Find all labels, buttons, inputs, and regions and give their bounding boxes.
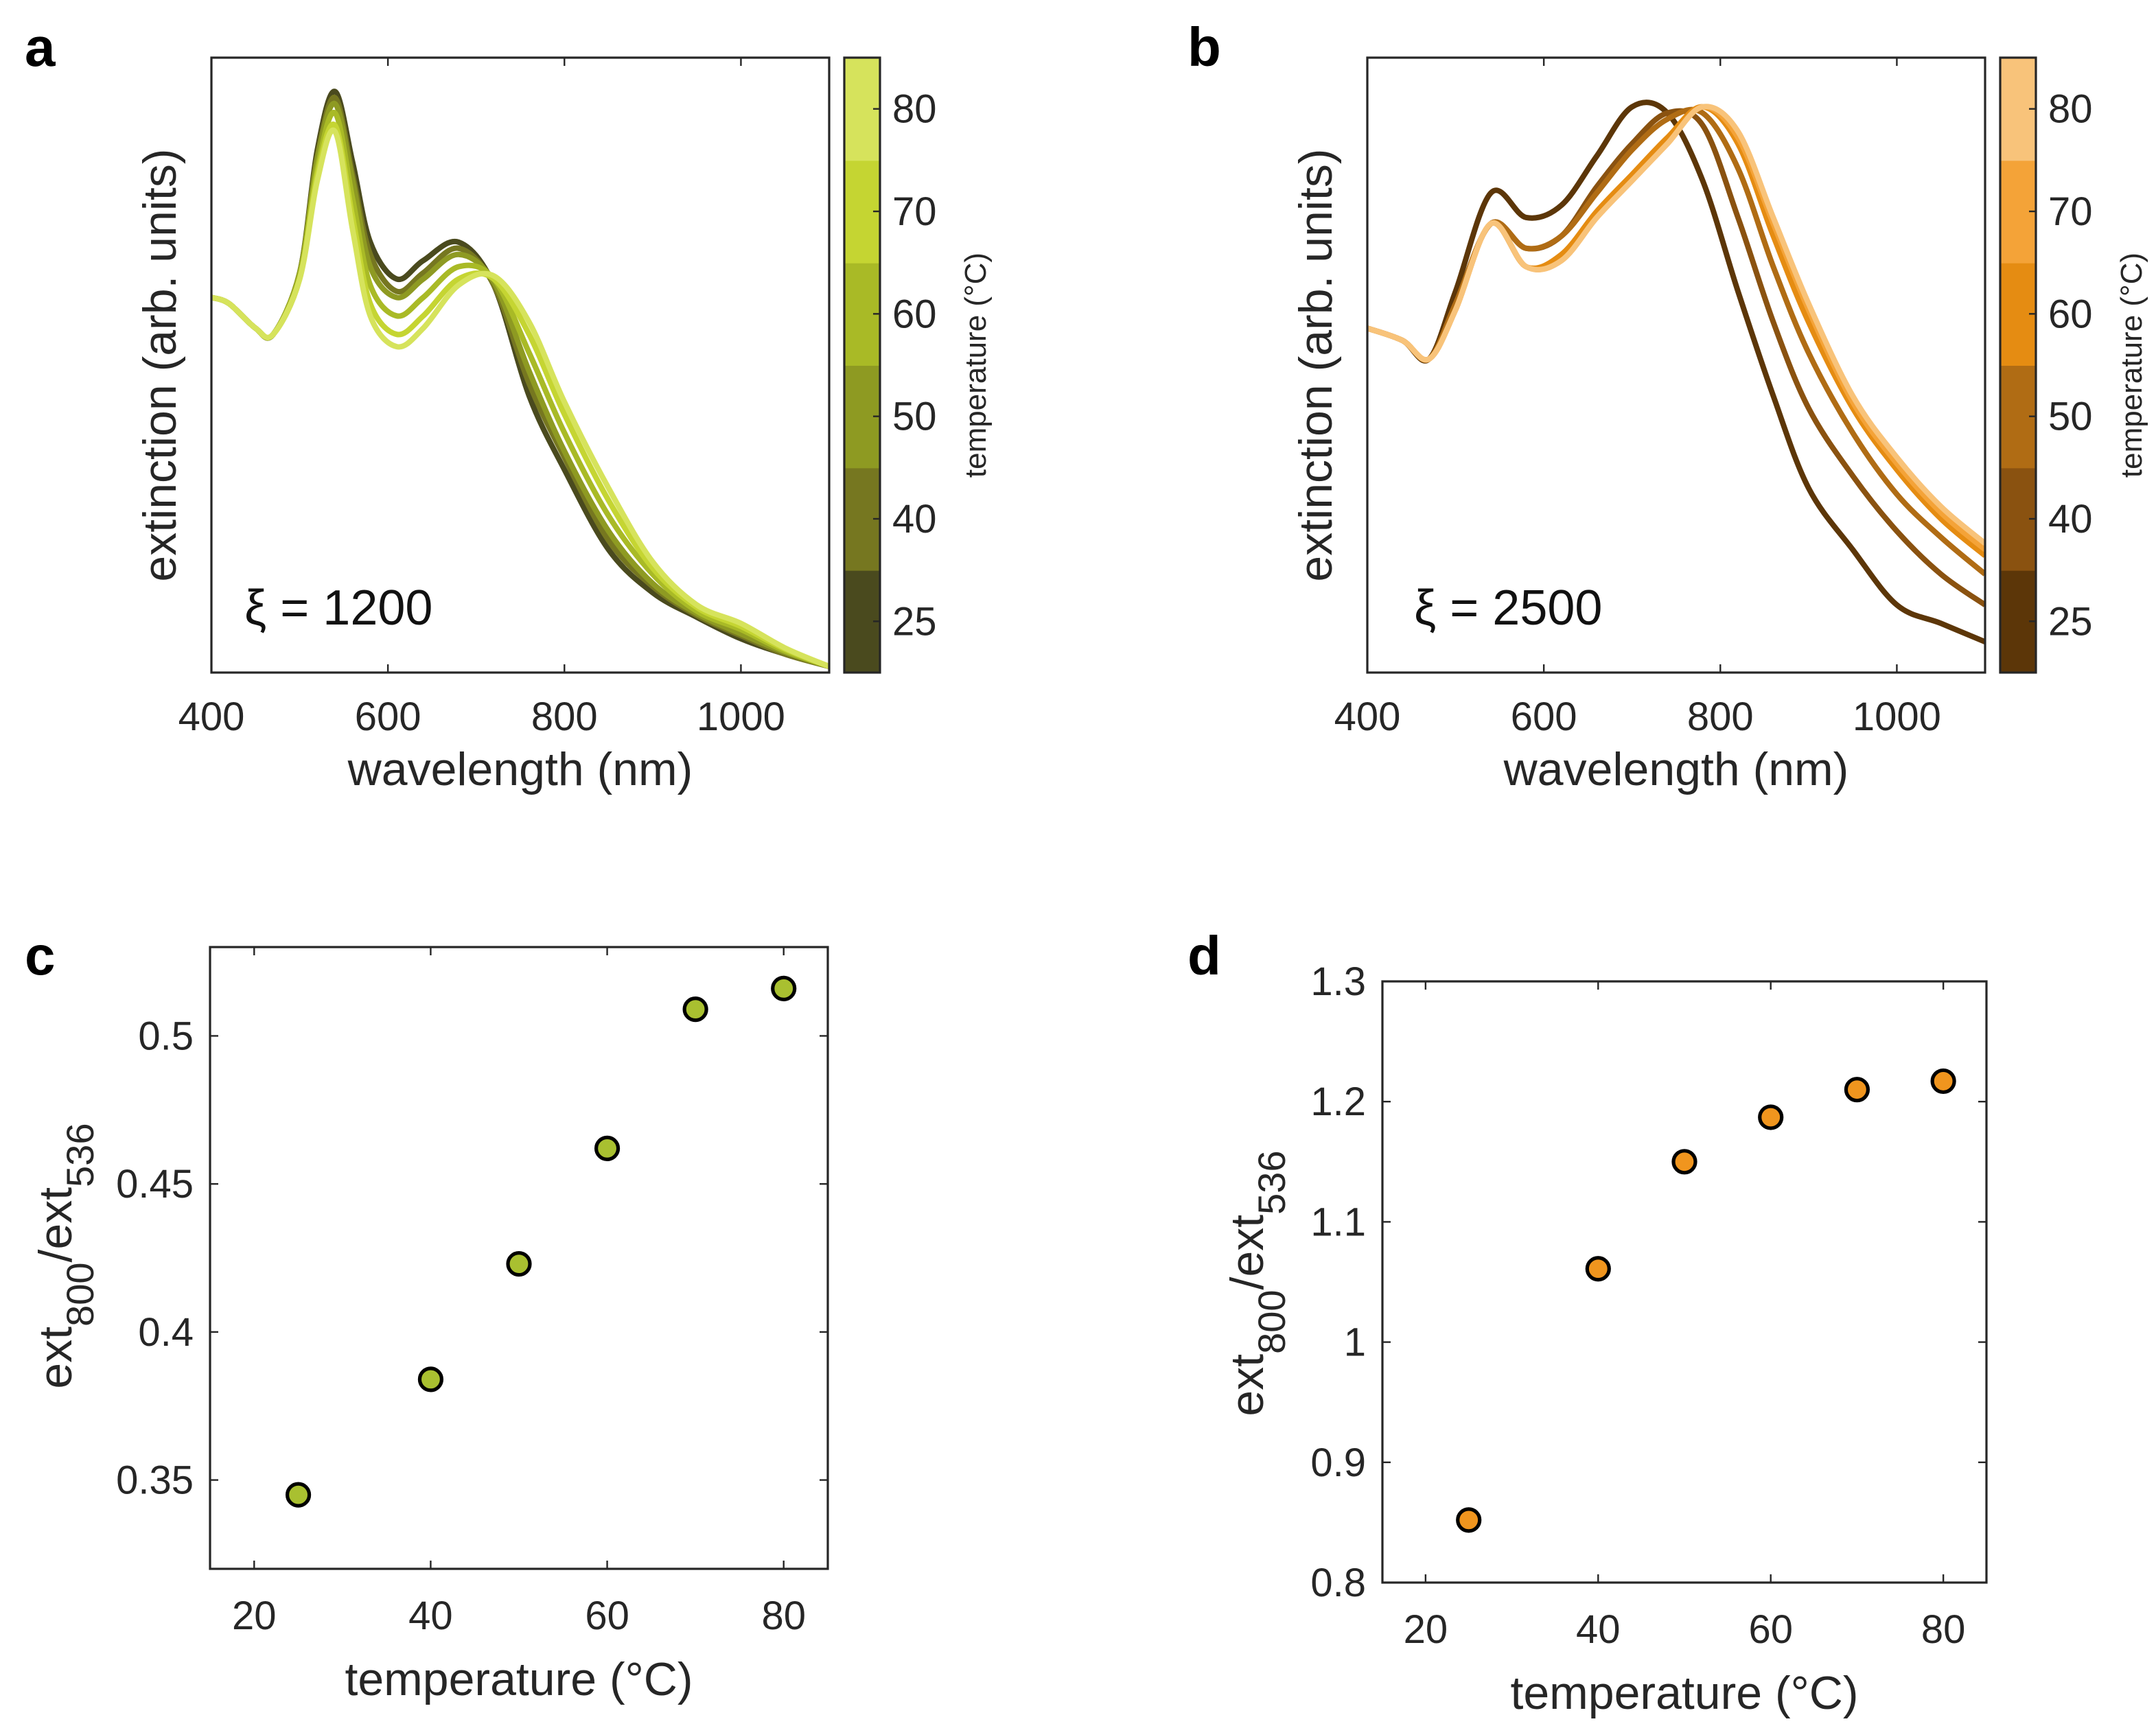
x-tick-label: 600: [355, 695, 421, 739]
x-tick-label: 60: [585, 1594, 629, 1638]
data-point-40C: [417, 1366, 444, 1392]
data-point-40C: [1585, 1256, 1611, 1282]
y-label-subscript: 800: [1250, 1290, 1293, 1353]
data-point-70C: [1844, 1077, 1870, 1103]
y-axis-label: ext800/ext536: [30, 1123, 102, 1388]
data-point-60C: [1758, 1104, 1784, 1130]
xi-annotation: ξ = 1200: [244, 581, 432, 635]
colorbar-tick-label: 40: [892, 497, 937, 541]
colorbar-tick-label: 50: [892, 395, 937, 439]
x-tick-label: 600: [1511, 695, 1577, 739]
series-line-80C: [1367, 104, 1985, 546]
axes-frame: [210, 56, 831, 674]
data-point-80C: [771, 975, 797, 1002]
y-label-subscript: 536: [1250, 1150, 1293, 1214]
colorbar-frame: [843, 56, 881, 674]
y-tick-label: 1.2: [1310, 1080, 1366, 1124]
colorbar-tick-label: 25: [2048, 599, 2093, 644]
y-label-text: /ext: [30, 1187, 82, 1263]
series-group: [1367, 100, 1985, 644]
colorbar-label: temperature (°C): [2115, 253, 2148, 478]
colorbar-tick-label: 40: [2048, 497, 2093, 541]
data-point-70C: [682, 996, 708, 1023]
y-tick-label: 1.3: [1310, 959, 1366, 1004]
data-point-50C: [1671, 1149, 1697, 1175]
series-group: [211, 89, 829, 669]
y-axis-label: extinction (arb. units): [1290, 148, 1342, 581]
colorbar-frame: [1999, 56, 2037, 674]
colorbar: 25 40 50 60 70 80 temperature (°C): [1999, 56, 2148, 674]
data-point-25C: [1456, 1507, 1482, 1533]
y-label-text: ext: [30, 1327, 82, 1389]
colorbar: 25 40 50 60 70 80 temperature (°C): [843, 56, 993, 674]
colorbar-tick-label: 70: [892, 189, 937, 234]
x-tick-label: 80: [761, 1594, 806, 1638]
x-tick-label: 20: [1404, 1607, 1448, 1652]
data-point-25C: [285, 1482, 312, 1508]
series-line-50C: [1367, 106, 1985, 576]
x-tick-label: 800: [1687, 695, 1754, 739]
y-tick-label: 0.4: [138, 1310, 194, 1355]
data-point-50C: [506, 1251, 532, 1277]
colorbar-tick-label: 25: [892, 599, 937, 644]
colorbar-tick-label: 60: [892, 292, 937, 336]
colorbar-tick-label: 50: [2048, 395, 2093, 439]
panel-letter: c: [25, 925, 56, 986]
y-tick-label: 0.8: [1310, 1561, 1366, 1605]
colorbar-tick-label: 70: [2048, 189, 2093, 234]
y-tick-label: 0.9: [1310, 1441, 1366, 1485]
data-point-60C: [594, 1135, 621, 1161]
xi-annotation: ξ = 2500: [1414, 581, 1602, 635]
markers: [1456, 1068, 1956, 1533]
colorbar-label: temperature (°C): [959, 253, 993, 478]
series-line-80C: [211, 127, 829, 669]
x-tick-label: 400: [178, 695, 245, 739]
x-tick-label: 1000: [1853, 695, 1941, 739]
x-tick-label: 20: [232, 1594, 277, 1638]
axes-frame: [209, 946, 829, 1570]
y-label-text: ext: [1221, 1354, 1273, 1416]
y-tick-label: 1: [1344, 1320, 1366, 1365]
colorbar-tick-label: 80: [2048, 87, 2093, 132]
x-axis-label: temperature (°C): [1510, 1667, 1858, 1719]
panel-c: c 20 40 60 80 0.35 0.4 0.45 0.5 temperature (°C) e…: [25, 925, 829, 1705]
series-line-70C: [1367, 104, 1985, 552]
x-tick-label: 400: [1334, 695, 1401, 739]
x-tick-label: 40: [1576, 1607, 1621, 1652]
x-tick-label: 60: [1748, 1607, 1793, 1652]
y-tick-label: 0.35: [116, 1458, 194, 1503]
y-axis-label: ext800/ext536: [1221, 1150, 1293, 1416]
series-line-40C: [1367, 108, 1985, 607]
x-axis-label: wavelength (nm): [347, 743, 693, 795]
axes-frame: [1366, 56, 1986, 674]
data-point-80C: [1930, 1068, 1956, 1095]
colorbar-tick-label: 60: [2048, 292, 2093, 336]
panel-d: d 20 40 60 80 0.8 0.9 1 1.1 1.2 1.3 temperature (°C…: [1187, 925, 1988, 1719]
x-tick-label: 800: [531, 695, 598, 739]
y-label-text: /ext: [1221, 1215, 1273, 1290]
y-tick-label: 0.45: [116, 1162, 194, 1206]
x-tick-label: 40: [408, 1594, 453, 1638]
y-label-subscript: 536: [58, 1123, 102, 1187]
x-tick-label: 1000: [697, 695, 785, 739]
y-axis-label: extinction (arb. units): [134, 148, 186, 581]
y-label-subscript: 800: [58, 1262, 102, 1326]
markers: [285, 975, 797, 1508]
colorbar-tick-label: 80: [892, 87, 937, 132]
axes-frame: [1381, 980, 1988, 1584]
x-axis-label: temperature (°C): [345, 1653, 693, 1705]
x-axis-label: wavelength (nm): [1503, 743, 1849, 795]
y-tick-label: 0.5: [138, 1014, 194, 1058]
panel-letter: d: [1187, 925, 1221, 986]
panel-letter: a: [25, 16, 56, 78]
x-tick-label: 80: [1921, 1607, 1966, 1652]
panel-letter: b: [1187, 16, 1221, 78]
y-tick-label: 1.1: [1310, 1200, 1366, 1244]
series-line-25C: [1367, 100, 1985, 644]
